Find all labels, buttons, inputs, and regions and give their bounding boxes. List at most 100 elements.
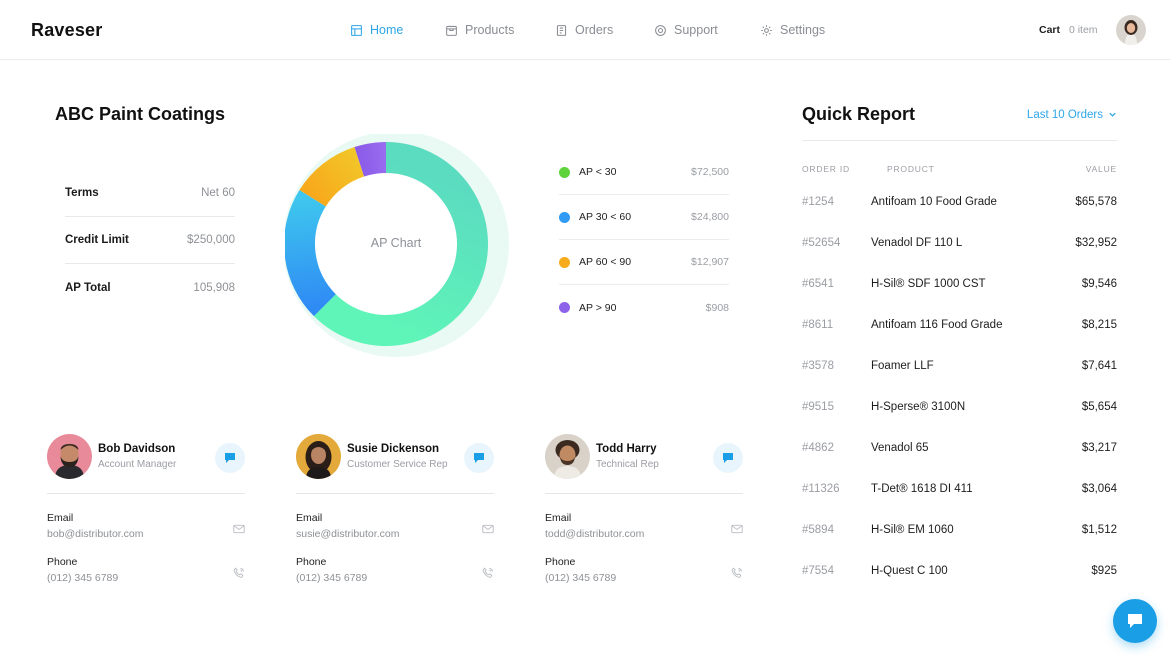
table-row[interactable]: #11326 T-Det® 1618 DI 411 $3,064 (802, 468, 1117, 509)
report-filter-dropdown[interactable]: Last 10 Orders (1027, 109, 1117, 121)
contact-card-customer-service: Susie Dickenson Customer Service Rep Ema… (296, 434, 494, 584)
donut-slice[interactable] (313, 142, 488, 346)
avatar[interactable] (47, 434, 92, 479)
donut-slice[interactable] (354, 142, 387, 177)
product-name: Foamer LLF (871, 359, 934, 372)
order-value: $925 (1091, 564, 1117, 577)
donut-slice[interactable] (284, 190, 337, 317)
table-row[interactable]: #6541 H-Sil® SDF 1000 CST $9,546 (802, 263, 1117, 304)
order-value: $3,064 (1081, 482, 1117, 495)
legend-item[interactable]: AP > 90 $908 (559, 285, 729, 330)
product-name: Antifoam 116 Food Grade (871, 318, 1003, 331)
order-id: #11326 (802, 482, 840, 495)
nav-item-home[interactable]: Home (350, 23, 403, 37)
legend-value: $72,500 (691, 166, 729, 178)
user-avatar[interactable] (1116, 15, 1146, 45)
field-label: Phone (296, 556, 327, 568)
contact-info: Bob Davidson Account Manager (98, 443, 176, 470)
term-value: Net 60 (201, 187, 235, 199)
contact-header: Bob Davidson Account Manager (47, 434, 245, 494)
product-name: H-Sperse® 3100N (871, 400, 966, 413)
chat-button[interactable] (464, 443, 494, 473)
table-row[interactable]: #7554 H-Quest C 100 $925 (802, 550, 1117, 591)
legend-dot (559, 211, 570, 223)
legend-item[interactable]: AP < 30 $72,500 (559, 150, 729, 195)
contact-info: Susie Dickenson Customer Service Rep (347, 443, 448, 470)
order-id: #8611 (802, 318, 834, 331)
product-name: Antifoam 10 Food Grade (871, 195, 997, 208)
table-row[interactable]: #9515 H-Sperse® 3100N $5,654 (802, 386, 1117, 427)
legend-item[interactable]: AP 60 < 90 $12,907 (559, 240, 729, 285)
column-header-value[interactable]: VALUE (1085, 164, 1117, 174)
nav-item-products[interactable]: Products (445, 23, 514, 37)
email-value[interactable]: todd@distributor.com (545, 528, 645, 540)
legend-dot (559, 302, 570, 313)
contact-role: Account Manager (98, 459, 177, 470)
phone-icon[interactable] (233, 567, 245, 579)
phone-field: Phone (012) 345 6789 (296, 556, 494, 584)
brand-logo[interactable]: Raveser (31, 20, 103, 40)
avatar[interactable] (545, 434, 590, 479)
product-name: H-Quest C 100 (871, 564, 948, 577)
table-row[interactable]: #8611 Antifoam 116 Food Grade $8,215 (802, 304, 1117, 345)
home-icon (351, 24, 362, 36)
column-header-order-id[interactable]: ORDER ID (802, 164, 850, 174)
product-name: H-Sil® EM 1060 (871, 523, 954, 536)
order-id: #6541 (802, 277, 834, 290)
email-value[interactable]: bob@distributor.com (47, 528, 144, 540)
nav-item-orders[interactable]: Orders (555, 23, 613, 37)
column-header-product[interactable]: PRODUCT (887, 164, 935, 174)
cart-button[interactable]: Cart 0 item (1039, 24, 1098, 36)
phone-value[interactable]: (012) 345 6789 (296, 572, 368, 584)
table-row[interactable]: #4862 Venadol 65 $3,217 (802, 427, 1117, 468)
table-row[interactable]: #52654 Venadol DF 110 L $32,952 (802, 222, 1117, 263)
phone-value[interactable]: (012) 345 6789 (545, 572, 617, 584)
table-row[interactable]: #3578 Foamer LLF $7,641 (802, 345, 1117, 386)
company-title: ABC Paint Coatings (55, 104, 226, 124)
phone-value[interactable]: (012) 345 6789 (47, 572, 119, 584)
contact-card-technical-rep: Todd Harry Technical Rep Email todd@dist… (545, 434, 743, 584)
donut-slice[interactable] (299, 146, 365, 207)
phone-icon[interactable] (482, 567, 494, 579)
product-name: Venadol DF 110 L (871, 236, 963, 249)
phone-icon[interactable] (731, 567, 743, 579)
order-id: #3578 (802, 359, 834, 372)
avatar[interactable] (296, 434, 341, 479)
product-name: Venadol 65 (871, 441, 929, 454)
report-column-headers: ORDER ID PRODUCT VALUE (802, 164, 1117, 174)
nav-item-label: Home (370, 23, 404, 37)
mail-icon[interactable] (482, 523, 494, 535)
mail-icon[interactable] (233, 523, 245, 535)
table-row[interactable]: #1254 Antifoam 10 Food Grade $65,578 (802, 181, 1117, 222)
donut-hole-bg (309, 157, 483, 331)
email-value[interactable]: susie@distributor.com (296, 528, 400, 540)
term-label: Terms (65, 187, 99, 199)
nav-item-label: Products (465, 23, 515, 37)
legend-label: AP < 30 (579, 166, 617, 178)
table-row[interactable]: #5894 H-Sil® EM 1060 $1,512 (802, 509, 1117, 550)
cart-count: 0 item (1068, 24, 1098, 36)
nav-item-support[interactable]: Support (654, 23, 718, 37)
legend-value: $24,800 (691, 211, 729, 223)
product-name: H-Sil® SDF 1000 CST (871, 277, 986, 290)
legend-label: AP > 90 (579, 301, 617, 314)
email-field: Email bob@distributor.com (47, 512, 245, 540)
chat-button[interactable] (713, 443, 743, 473)
term-label: Credit Limit (65, 234, 129, 246)
legend-label: AP 30 < 60 (579, 211, 632, 223)
report-title: Quick Report (802, 104, 916, 124)
contact-header: Todd Harry Technical Rep (545, 434, 743, 494)
nav-item-settings[interactable]: Settings (760, 23, 825, 37)
report-filter-label: Last 10 Orders (1026, 108, 1103, 121)
chat-button[interactable] (215, 443, 245, 473)
contact-name: Susie Dickenson (347, 443, 440, 455)
email-field: Email todd@distributor.com (545, 512, 743, 540)
credit-limit-row: Credit Limit $250,000 (65, 217, 235, 264)
order-id: #5894 (802, 523, 834, 536)
floating-chat-button[interactable] (1113, 599, 1157, 643)
gear-icon (761, 24, 772, 36)
chevron-down-icon (1109, 112, 1116, 117)
contact-header: Susie Dickenson Customer Service Rep (296, 434, 494, 494)
legend-item[interactable]: AP 30 < 60 $24,800 (559, 195, 729, 240)
mail-icon[interactable] (731, 523, 743, 535)
